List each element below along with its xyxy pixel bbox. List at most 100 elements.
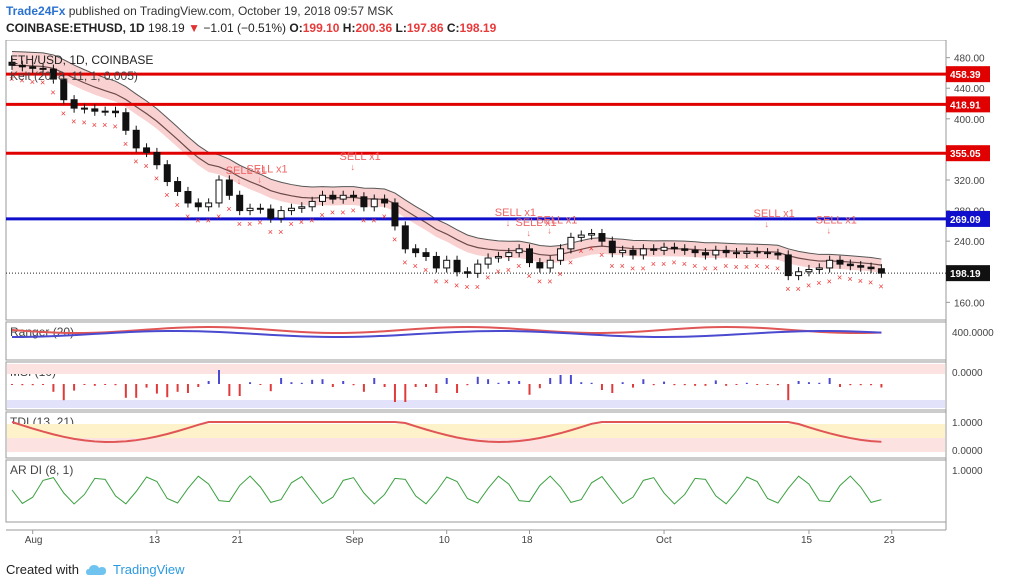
main-pane: [5, 40, 947, 321]
candle-body: [546, 259, 554, 269]
x-tick-label: 15: [801, 535, 813, 546]
psar-dot: ×: [154, 173, 159, 183]
candle-body: [629, 249, 637, 256]
psar-dot: ×: [433, 277, 438, 287]
sell-signal-label: SELL x1: [340, 151, 381, 163]
msi-bar: [735, 384, 738, 385]
level-price-tag: [946, 145, 990, 162]
candle-body: [298, 206, 306, 209]
psar-dot: ×: [796, 284, 801, 294]
created-with-text: Created with: [6, 562, 79, 577]
msi-bar: [580, 382, 583, 384]
psar-dot: ×: [816, 278, 821, 288]
high-value: 200.36: [355, 21, 393, 35]
psar-dot: ×: [744, 262, 749, 272]
candle-body: [619, 249, 627, 254]
psar-dot: ×: [423, 265, 428, 275]
publisher-name[interactable]: Trade24Fx: [6, 4, 66, 18]
candle-body: [205, 202, 213, 208]
symbol-label: COINBASE:ETHUSD, 1D: [6, 21, 145, 35]
high-label: H:: [342, 21, 356, 35]
psar-dot: ×: [61, 108, 66, 118]
candle-body: [267, 208, 275, 219]
msi-bar: [745, 382, 748, 384]
candle-body: [526, 248, 533, 264]
msi-bar: [155, 384, 158, 394]
x-tick-label: 10: [439, 535, 451, 546]
msi-bar: [807, 382, 810, 384]
candle-body: [194, 202, 202, 208]
price-chart[interactable]: 160.00200.00240.00280.00320.00360.00400.…: [0, 40, 1011, 558]
candle-body: [608, 240, 616, 254]
msi-bar: [124, 384, 127, 398]
x-tick-label: Aug: [25, 535, 43, 546]
candle-body: [536, 262, 544, 269]
tradingview-link[interactable]: TradingView: [112, 562, 185, 577]
candle-body: [70, 99, 78, 109]
candle-body: [805, 268, 813, 273]
candle-body: [660, 246, 668, 251]
candle-body: [588, 233, 596, 236]
psar-dot: ×: [371, 215, 376, 225]
candle-body: [815, 267, 823, 270]
psar-dot: ×: [81, 117, 86, 127]
msi-bar: [373, 378, 376, 384]
candle-body: [639, 248, 647, 256]
psar-dot: ×: [682, 259, 687, 269]
msi-bar: [642, 379, 645, 384]
indicator-tick-label: 400.0000: [952, 328, 994, 339]
x-tick-label: Sep: [346, 535, 364, 546]
psar-dot: ×: [50, 88, 55, 98]
msi-bar: [870, 384, 873, 386]
indicator-label: Kelt (20, 8, 11, 1, 0.005): [10, 69, 138, 83]
psar-dot: ×: [92, 120, 97, 130]
msi-bar: [321, 379, 324, 384]
low-value: 197.86: [406, 21, 444, 35]
low-label: L:: [395, 21, 407, 35]
psar-dot: ×: [278, 227, 283, 237]
msi-bar: [839, 384, 841, 387]
candle-body: [215, 179, 223, 204]
candle-body: [153, 151, 161, 166]
tradingview-logo-icon: [85, 564, 106, 575]
symbol-info: COINBASE:ETHUSD, 1D 198.19 ▼ −1.01 (−0.5…: [6, 21, 496, 35]
msi-bar: [456, 384, 459, 393]
psar-dot: ×: [30, 77, 35, 87]
psar-dot: ×: [195, 215, 200, 225]
msi-bar: [42, 384, 45, 385]
indicator-tick-label: 0.0000: [952, 446, 983, 457]
psar-dot: ×: [216, 212, 221, 222]
msi-upper-zone: [7, 364, 945, 374]
psar-dot: ×: [299, 217, 304, 227]
level-price-label: 418.91: [950, 100, 981, 111]
msi-bar: [393, 384, 396, 402]
candle-body: [505, 252, 513, 257]
psar-dot: ×: [361, 215, 366, 225]
sell-signal-arrow-icon: ↓: [547, 226, 552, 236]
psar-dot: ×: [444, 277, 449, 287]
psar-dot: ×: [599, 250, 604, 260]
x-tick-label: Oct: [656, 535, 672, 546]
psar-dot: ×: [765, 262, 770, 272]
psar-dot: ×: [309, 215, 314, 225]
psar-dot: ×: [113, 121, 118, 131]
msi-bar: [445, 378, 448, 384]
sell-signal-arrow-icon: ↓: [257, 174, 262, 184]
x-tick-label: 21: [232, 535, 244, 546]
level-price-tag: [946, 96, 990, 113]
candle-body: [412, 248, 420, 254]
candle-body: [308, 200, 316, 208]
msi-bar: [83, 384, 86, 385]
candle-body: [29, 66, 37, 69]
candle-body: [401, 225, 409, 250]
level-price-label: 458.39: [950, 70, 981, 81]
y-tick-label: 400.00: [954, 115, 985, 126]
close-value: 198.19: [459, 21, 497, 35]
last-price: 198.19: [148, 21, 185, 35]
candle-body: [877, 268, 885, 274]
psar-dot: ×: [589, 244, 594, 254]
psar-dot: ×: [247, 219, 252, 229]
candle-body: [329, 194, 337, 200]
sell-signal-label: SELL x1: [495, 207, 536, 219]
psar-dot: ×: [547, 277, 552, 287]
